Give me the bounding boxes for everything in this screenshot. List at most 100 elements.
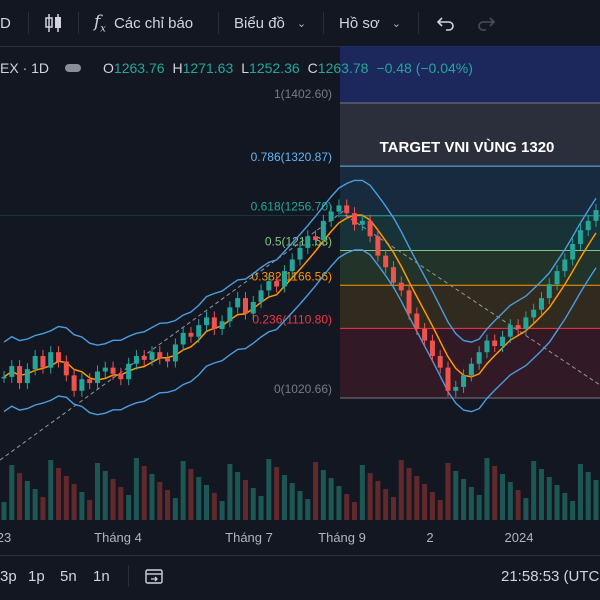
fib-level-label: 0.786(1320.87) [251, 150, 332, 164]
volume-bar [414, 476, 420, 520]
candle-body [562, 259, 568, 272]
candle-body [227, 307, 233, 322]
candle-body [211, 317, 217, 329]
high-key: H [172, 60, 183, 76]
divider [28, 12, 29, 34]
volume-bar [367, 473, 373, 520]
divider [78, 12, 79, 34]
volume-bar [32, 489, 38, 520]
fib-zone [340, 285, 600, 329]
range-5d-button[interactable]: 5n [60, 567, 77, 585]
fib-level-label: 0(1020.66) [274, 382, 332, 396]
indicators-button[interactable]: fx Các chỉ báo [94, 0, 193, 46]
candle-body [523, 317, 529, 329]
candle-body [422, 328, 428, 341]
chart-type-button[interactable]: Biểu đồ ⌄ [234, 0, 306, 46]
volume-bar [242, 480, 248, 520]
candle-body [398, 282, 404, 291]
profile-button[interactable]: Hồ sơ ⌄ [339, 0, 401, 46]
candle-body [492, 340, 498, 346]
fib-zone [340, 215, 600, 251]
volume-bar [94, 463, 100, 520]
volume-bar [328, 478, 334, 520]
chevron-down-icon: ⌄ [296, 17, 307, 30]
time-axis[interactable]: 23 Tháng 4 Tháng 7 Tháng 9 2 2024 [0, 524, 600, 552]
volume-bar [188, 469, 194, 520]
chart-type-label: Biểu đồ [234, 14, 285, 32]
volume-bar [17, 473, 23, 520]
candle-body [133, 356, 139, 364]
candle-body [531, 309, 537, 318]
volume-bar [375, 481, 381, 520]
range-3m-button[interactable]: 3p [0, 567, 17, 585]
moving-average-line [3, 214, 597, 381]
volume-bar [500, 474, 506, 520]
volume-bar [110, 479, 116, 520]
close-value: 1263.78 [317, 60, 369, 76]
candle-body [468, 363, 474, 376]
volume-bar [126, 495, 132, 520]
x-tick-label: Tháng 4 [94, 530, 142, 545]
calendar-range-icon [145, 569, 163, 584]
candle-body [437, 356, 443, 368]
volume-bar [250, 488, 256, 520]
volume-bar [63, 476, 69, 520]
open-key: O [103, 60, 114, 76]
candle-body [546, 284, 552, 299]
candle-body [538, 298, 544, 310]
volume-bar [305, 499, 311, 520]
candle-body [305, 236, 311, 248]
volume-bar [1, 502, 7, 520]
volume-bar [266, 459, 272, 520]
indicators-label: Các chỉ báo [113, 14, 194, 32]
bollinger-upper-band [3, 179, 597, 346]
candle-body [204, 317, 210, 326]
divider [218, 12, 219, 34]
candle-body [48, 352, 54, 368]
volume-bar [40, 497, 46, 520]
price-chart[interactable]: 1(1402.60) 0.786(1320.87) 0.618(1256.70) 0.… [0, 46, 600, 524]
visibility-toggle-icon[interactable] [65, 64, 82, 72]
volume-bar [24, 481, 30, 520]
volume-bar [445, 463, 451, 520]
candlestick-icon [45, 14, 61, 32]
ohlc-legend: EX · 1D O 1263.76 H 1271.63 L 1252.36 C 1263… [0, 56, 473, 80]
goto-date-button[interactable] [144, 556, 164, 596]
profile-label: Hồ sơ [339, 14, 380, 32]
clock-timezone[interactable]: 21:58:53 (UTC [501, 567, 600, 585]
undo-icon [436, 17, 454, 31]
volume-bar [546, 477, 552, 520]
candle-body [110, 367, 116, 374]
volume-bar [398, 460, 404, 520]
x-tick-label: Tháng 9 [318, 530, 366, 545]
redo-button[interactable] [476, 0, 496, 46]
volume-bar [141, 466, 147, 520]
range-1d-button[interactable]: 1n [93, 567, 110, 585]
interval-button[interactable]: D [0, 0, 12, 46]
volume-bar [56, 468, 62, 520]
volume-bar [281, 475, 287, 520]
volume-bar [492, 466, 498, 520]
undo-button[interactable] [436, 0, 456, 46]
volume-bar [313, 462, 319, 520]
candle-type-button[interactable] [44, 0, 64, 46]
candle-body [266, 281, 272, 291]
volume-bar [344, 494, 350, 520]
candle-body [390, 267, 396, 283]
volume-bar [538, 469, 544, 520]
fib-zone [340, 166, 600, 216]
volume-bar [390, 497, 396, 520]
divider [128, 565, 129, 587]
volume-bar [484, 458, 490, 520]
high-value: 1271.63 [182, 60, 234, 76]
candle-body [476, 352, 482, 364]
candle-body [406, 290, 412, 314]
volume-bar [235, 472, 241, 520]
candle-body [17, 366, 23, 384]
volume-bar [219, 501, 225, 520]
volume-bar [453, 471, 459, 520]
range-1m-button[interactable]: 1p [28, 567, 45, 585]
volume-bar [157, 482, 163, 520]
volume-bar [118, 487, 124, 520]
volume-bar [87, 500, 93, 520]
